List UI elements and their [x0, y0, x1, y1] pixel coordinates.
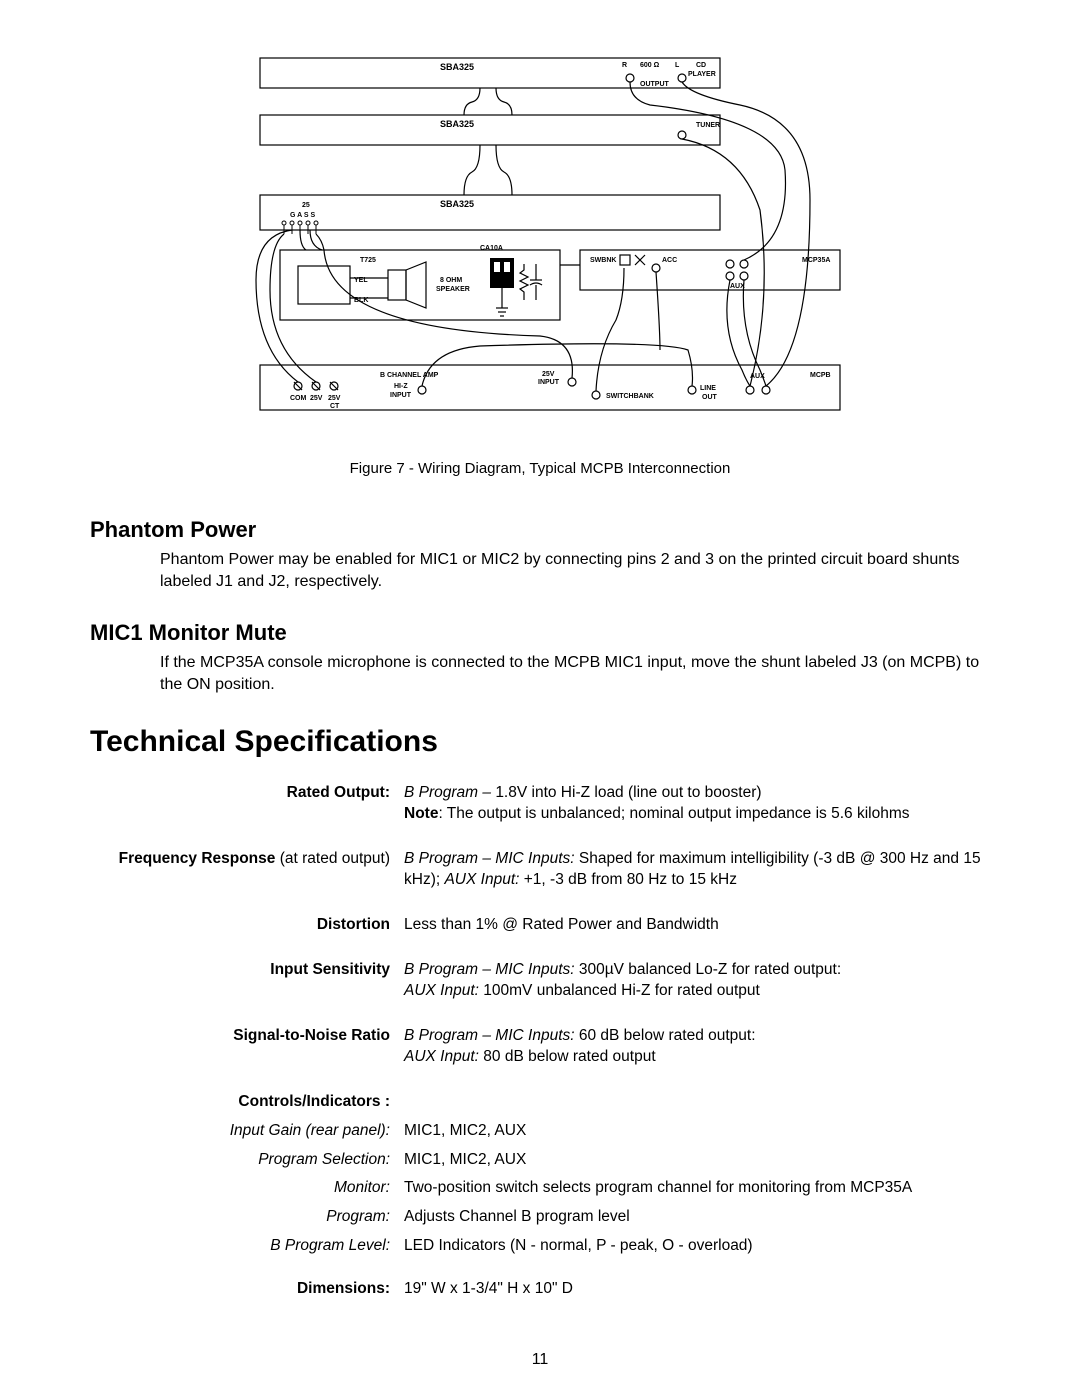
label-com: COM: [290, 395, 307, 402]
value-snr: B Program – MIC Inputs: 60 dB below rate…: [404, 1022, 1010, 1072]
label-25: 25: [302, 202, 310, 209]
label-bchannel: B CHANNEL AMP: [380, 372, 439, 379]
heading-tech-specs: Technical Specifications: [90, 725, 990, 759]
svg-text:25V: 25V: [328, 395, 341, 402]
label-aux-top: AUX: [730, 283, 745, 290]
value-monitor: Two-position switch selects program chan…: [404, 1174, 1010, 1203]
value-b-program-level: LED Indicators (N - normal, P - peak, O …: [404, 1232, 1010, 1261]
svg-text:CD: CD: [696, 62, 706, 69]
label-25v-a: 25V: [310, 395, 323, 402]
label-rated-output: Rated Output:: [287, 784, 390, 801]
label-acc: ACC: [662, 257, 677, 264]
label-input-gain: Input Gain (rear panel):: [230, 1122, 390, 1139]
label-gass: G A S S: [290, 212, 315, 219]
label-sba325-2: SBA325: [440, 119, 474, 129]
label-controls: Controls/Indicators :: [238, 1093, 390, 1110]
label-ca10a: CA10A: [480, 245, 503, 252]
text-mic1-mute: If the MCP35A console microphone is conn…: [160, 652, 990, 695]
value-program: Adjusts Channel B program level: [404, 1203, 1010, 1232]
value-input-gain: MIC1, MIC2, AUX: [404, 1117, 1010, 1146]
label-tuner: TUNER: [696, 122, 720, 129]
figure-caption: Figure 7 - Wiring Diagram, Typical MCPB …: [90, 460, 990, 477]
label-snr: Signal-to-Noise Ratio: [233, 1027, 390, 1044]
label-l: L: [675, 62, 680, 69]
svg-text:CT: CT: [330, 403, 340, 410]
specs-table: Rated Output: B Program – 1.8V into Hi-Z…: [110, 779, 1010, 1304]
value-rated-output: B Program – 1.8V into Hi-Z load (line ou…: [404, 779, 1010, 829]
svg-text:HI-Z: HI-Z: [394, 383, 408, 390]
value-dimensions: 19" W x 1-3/4" H x 10" D: [404, 1275, 1010, 1304]
label-distortion: Distortion: [317, 916, 390, 933]
text-phantom-power: Phantom Power may be enabled for MIC1 or…: [160, 549, 990, 592]
label-r: R: [622, 62, 627, 69]
svg-text:INPUT: INPUT: [390, 392, 412, 399]
svg-text:INPUT: INPUT: [538, 379, 560, 386]
svg-text:8 OHM: 8 OHM: [440, 277, 462, 284]
svg-text:SPEAKER: SPEAKER: [436, 286, 470, 293]
svg-text:LINE: LINE: [700, 385, 716, 392]
value-input-sensitivity: B Program – MIC Inputs: 300µV balanced L…: [404, 956, 1010, 1006]
value-program-selection: MIC1, MIC2, AUX: [404, 1146, 1010, 1175]
label-sba325-1: SBA325: [440, 62, 474, 72]
wiring-diagram: SBA325 R 600 Ω L OUTPUT CD PLAYER SBA325…: [220, 50, 860, 445]
label-freq-response: Frequency Response (at rated output): [110, 845, 404, 895]
label-program-selection: Program Selection:: [258, 1151, 390, 1168]
label-sba325-3: SBA325: [440, 199, 474, 209]
value-freq-response: B Program – MIC Inputs: Shaped for maxim…: [404, 845, 1010, 895]
label-switchbank: SWITCHBANK: [606, 393, 654, 400]
label-t725: T725: [360, 257, 376, 264]
label-swbnk: SWBNK: [590, 257, 616, 264]
label-mcp35a: MCP35A: [802, 257, 830, 264]
label-input-sensitivity: Input Sensitivity: [270, 961, 390, 978]
label-monitor: Monitor:: [334, 1179, 390, 1196]
label-dimensions: Dimensions:: [297, 1280, 390, 1297]
label-b-program-level: B Program Level:: [270, 1237, 390, 1254]
svg-text:OUT: OUT: [702, 394, 718, 401]
label-600ohm: 600 Ω: [640, 62, 660, 69]
page: SBA325 R 600 Ω L OUTPUT CD PLAYER SBA325…: [0, 0, 1080, 1397]
svg-text:25V: 25V: [542, 371, 555, 378]
label-mcpb: MCPB: [810, 372, 831, 379]
svg-text:PLAYER: PLAYER: [688, 71, 716, 78]
label-program: Program:: [326, 1208, 390, 1225]
label-output: OUTPUT: [640, 81, 670, 88]
page-number: 11: [90, 1351, 990, 1369]
value-distortion: Less than 1% @ Rated Power and Bandwidth: [404, 911, 1010, 940]
heading-phantom-power: Phantom Power: [90, 517, 990, 543]
heading-mic1-mute: MIC1 Monitor Mute: [90, 620, 990, 646]
